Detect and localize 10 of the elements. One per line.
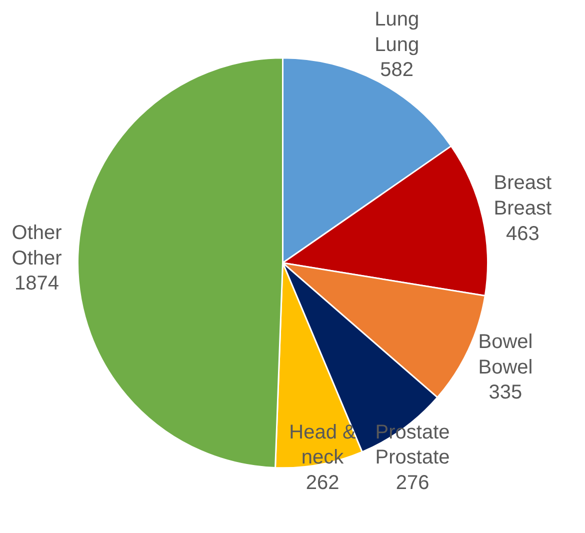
- slice-label: Lung: [374, 8, 420, 31]
- data-label: Prostate 276: [375, 446, 450, 494]
- data-label: Other 1874: [12, 247, 62, 295]
- data-label: Lung 582: [374, 34, 420, 82]
- slice-label: Bowel: [478, 330, 533, 353]
- slice-label: Other: [12, 222, 62, 244]
- data-label: Breast 463: [494, 198, 552, 245]
- data-label: Bowel 335: [478, 356, 533, 404]
- slice-label: Breast: [494, 172, 552, 194]
- data-label: 262: [306, 472, 340, 494]
